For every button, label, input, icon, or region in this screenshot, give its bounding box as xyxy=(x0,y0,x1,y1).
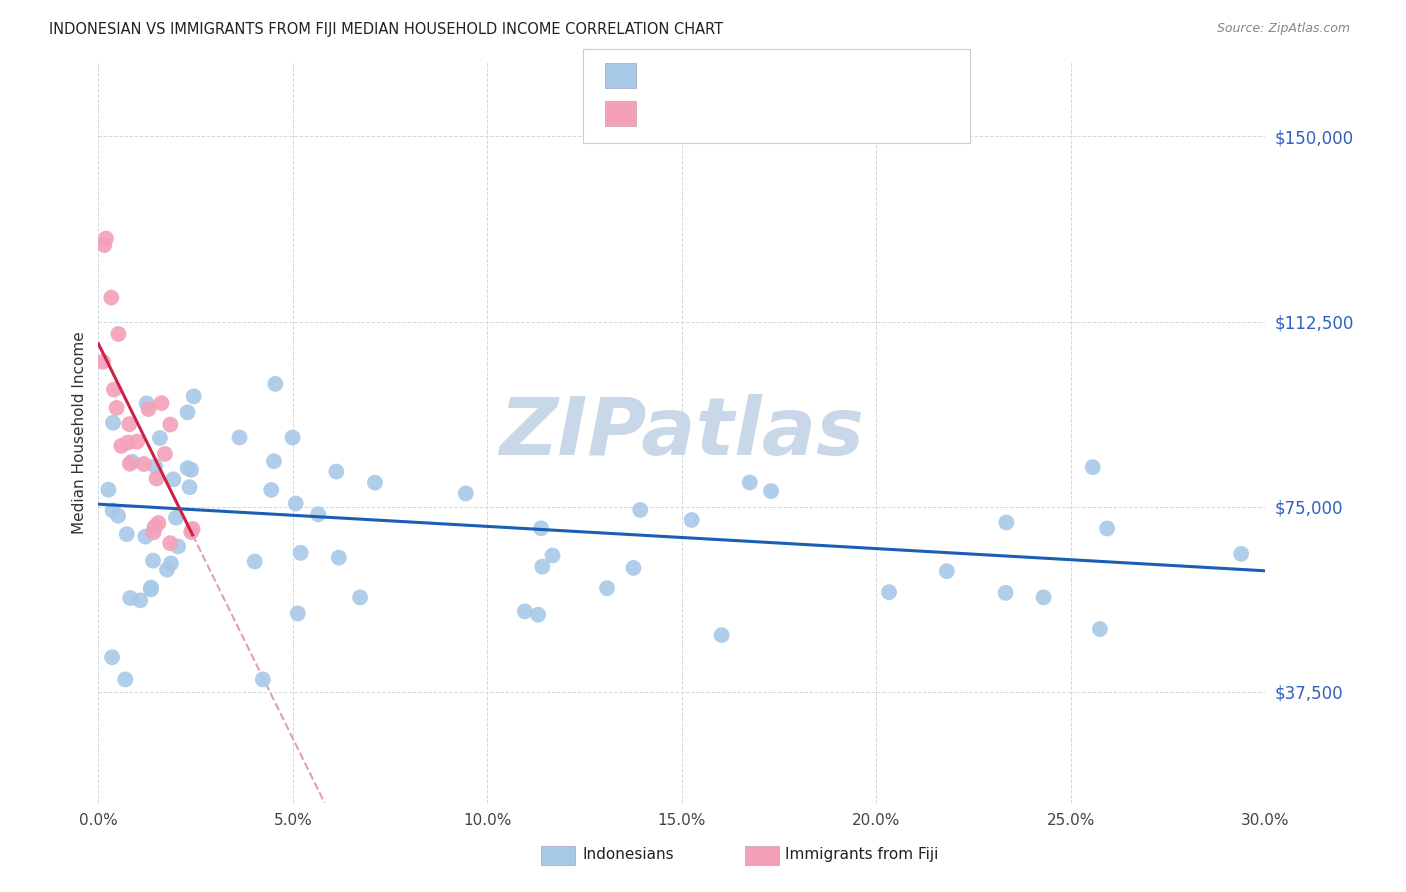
Point xyxy=(710,628,733,642)
Point xyxy=(103,383,125,397)
Point xyxy=(935,564,957,578)
Text: Indonesians: Indonesians xyxy=(582,847,673,862)
Point xyxy=(118,457,141,471)
Point xyxy=(284,496,307,510)
Point xyxy=(118,417,141,431)
Point xyxy=(328,550,350,565)
Point xyxy=(176,405,198,419)
Point xyxy=(530,521,553,535)
Point xyxy=(129,593,152,607)
Point xyxy=(165,510,187,524)
Point xyxy=(527,607,550,622)
Point xyxy=(97,483,120,497)
Point xyxy=(139,581,162,595)
Point xyxy=(101,650,124,665)
Point xyxy=(290,546,312,560)
Point xyxy=(179,480,201,494)
Point xyxy=(325,465,347,479)
Text: Source: ZipAtlas.com: Source: ZipAtlas.com xyxy=(1216,22,1350,36)
Point xyxy=(149,431,172,445)
Point xyxy=(139,582,162,597)
Point xyxy=(628,503,651,517)
Point xyxy=(228,430,250,444)
Point xyxy=(759,484,782,499)
Text: Immigrants from Fiji: Immigrants from Fiji xyxy=(785,847,938,862)
Point xyxy=(181,522,204,536)
Point xyxy=(252,673,274,687)
Point xyxy=(180,524,202,539)
Point xyxy=(1081,460,1104,475)
Point xyxy=(183,389,205,403)
Point xyxy=(132,457,155,471)
Point xyxy=(91,355,114,369)
Text: ZIPatlas: ZIPatlas xyxy=(499,393,865,472)
Point xyxy=(364,475,387,490)
Point xyxy=(120,591,142,605)
Text: N = 65: N = 65 xyxy=(815,67,869,82)
Point xyxy=(877,585,900,599)
Point xyxy=(995,516,1018,530)
Point xyxy=(159,536,181,550)
Point xyxy=(125,434,148,449)
Point xyxy=(1095,521,1118,535)
Point xyxy=(180,463,202,477)
Point xyxy=(541,549,564,563)
Point xyxy=(100,291,122,305)
Point xyxy=(142,554,165,568)
Point xyxy=(115,527,138,541)
Point xyxy=(150,396,173,410)
Point xyxy=(143,520,166,534)
Point xyxy=(263,454,285,468)
Point xyxy=(114,673,136,687)
Point xyxy=(153,447,176,461)
Point xyxy=(138,402,160,417)
Point xyxy=(159,417,181,432)
Point xyxy=(93,238,115,252)
Point xyxy=(596,581,619,595)
Point xyxy=(531,559,554,574)
Point xyxy=(117,435,139,450)
Point xyxy=(135,396,157,410)
Point xyxy=(107,326,129,341)
Point xyxy=(148,516,170,530)
Point xyxy=(994,586,1017,600)
Point xyxy=(101,416,124,430)
Point xyxy=(107,508,129,523)
Point xyxy=(243,554,266,568)
Point xyxy=(307,508,329,522)
Point xyxy=(167,540,190,554)
Point xyxy=(513,604,536,618)
Point xyxy=(160,557,183,571)
Text: N = 24: N = 24 xyxy=(815,104,869,120)
Text: R = -0.263: R = -0.263 xyxy=(647,67,728,82)
Y-axis label: Median Household Income: Median Household Income xyxy=(72,331,87,534)
Point xyxy=(94,231,117,245)
Point xyxy=(105,401,128,415)
Point xyxy=(264,376,287,391)
Point xyxy=(260,483,283,497)
Point xyxy=(1032,591,1054,605)
Point xyxy=(176,461,198,475)
Text: INDONESIAN VS IMMIGRANTS FROM FIJI MEDIAN HOUSEHOLD INCOME CORRELATION CHART: INDONESIAN VS IMMIGRANTS FROM FIJI MEDIA… xyxy=(49,22,723,37)
Point xyxy=(121,455,143,469)
Point xyxy=(142,525,165,540)
Point xyxy=(1230,547,1253,561)
Point xyxy=(681,513,703,527)
Point xyxy=(349,591,371,605)
Point xyxy=(143,459,166,474)
Point xyxy=(738,475,761,490)
Point xyxy=(145,471,167,485)
Point xyxy=(134,530,156,544)
Point xyxy=(145,519,167,533)
Point xyxy=(454,486,477,500)
Point xyxy=(281,430,304,444)
Point xyxy=(287,607,309,621)
Point xyxy=(110,439,132,453)
Text: R = -0.476: R = -0.476 xyxy=(647,104,728,120)
Point xyxy=(1088,622,1111,636)
Point xyxy=(162,472,184,486)
Point xyxy=(101,503,124,517)
Point xyxy=(156,563,179,577)
Point xyxy=(623,561,645,575)
